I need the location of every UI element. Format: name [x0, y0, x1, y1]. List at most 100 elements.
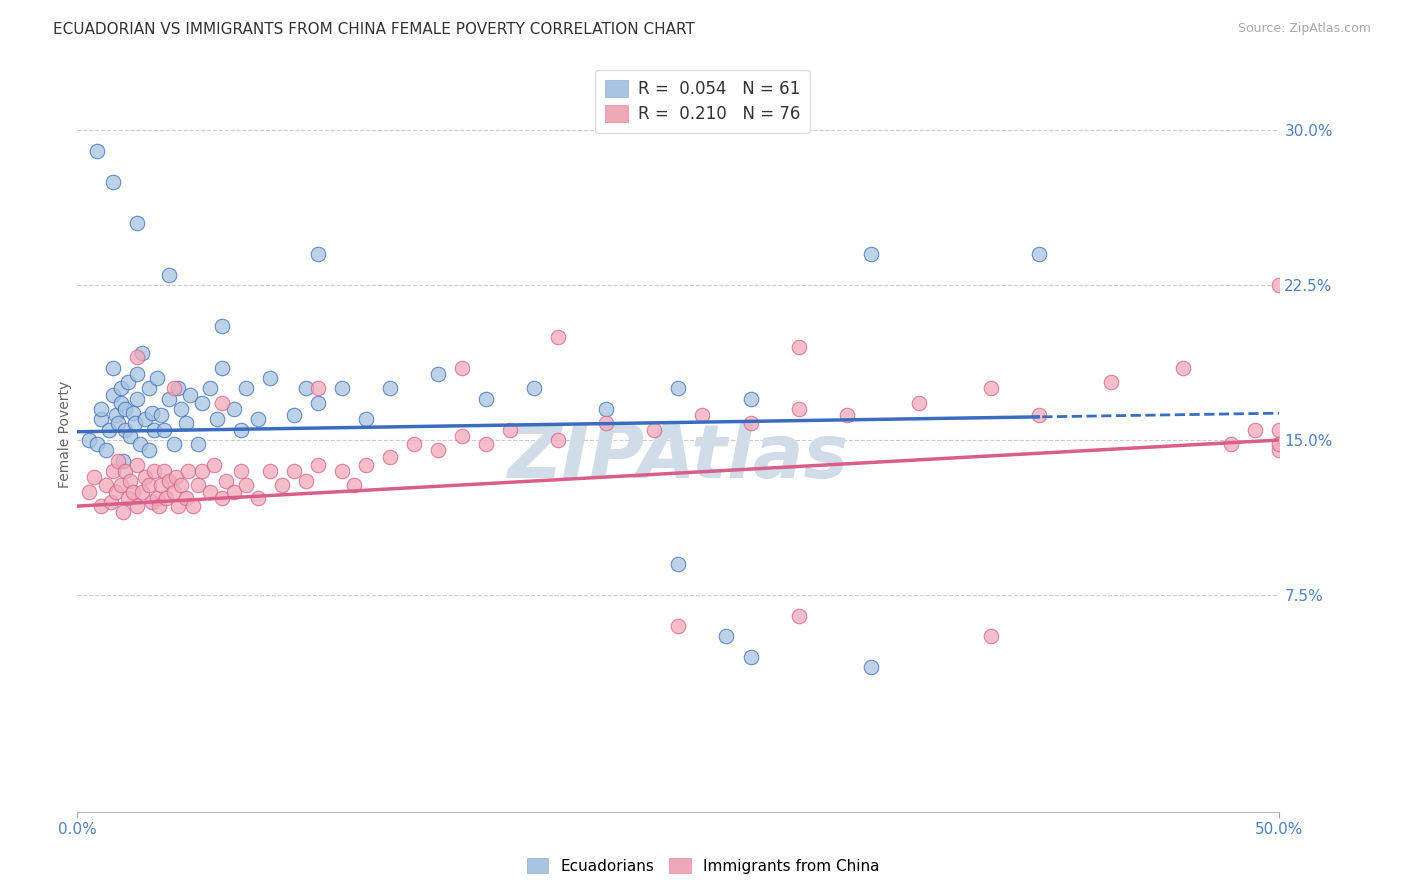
Point — [235, 381, 257, 395]
Point — [229, 464, 252, 478]
Point — [174, 417, 197, 431]
Point — [595, 402, 617, 417]
Point — [162, 437, 184, 451]
Point — [143, 423, 166, 437]
Point — [1028, 409, 1050, 423]
Point — [211, 396, 233, 410]
Point — [787, 608, 810, 623]
Point — [191, 396, 214, 410]
Point — [427, 443, 450, 458]
Point — [270, 478, 292, 492]
Point — [307, 381, 329, 395]
Point — [131, 346, 153, 360]
Point — [595, 417, 617, 431]
Point — [114, 423, 136, 437]
Point — [740, 417, 762, 431]
Point — [859, 247, 882, 261]
Point — [103, 464, 125, 478]
Point — [114, 464, 136, 478]
Point — [908, 396, 931, 410]
Point — [162, 484, 184, 499]
Point — [1268, 437, 1291, 451]
Point — [835, 409, 858, 423]
Point — [127, 392, 149, 406]
Point — [110, 381, 132, 395]
Point — [211, 360, 233, 375]
Point — [157, 475, 180, 489]
Point — [141, 406, 163, 420]
Point — [79, 484, 101, 499]
Point — [117, 491, 139, 505]
Point — [127, 216, 149, 230]
Point — [1028, 247, 1050, 261]
Point — [103, 360, 125, 375]
Point — [283, 464, 305, 478]
Point — [103, 387, 125, 401]
Point — [343, 478, 366, 492]
Point — [330, 381, 353, 395]
Point — [198, 484, 221, 499]
Point — [138, 478, 160, 492]
Point — [198, 381, 221, 395]
Point — [104, 409, 127, 423]
Point — [86, 437, 108, 451]
Point — [127, 499, 149, 513]
Point — [740, 392, 762, 406]
Point — [134, 412, 156, 426]
Point — [145, 371, 167, 385]
Point — [668, 619, 690, 633]
Point — [547, 433, 569, 447]
Point — [97, 423, 120, 437]
Point — [90, 499, 112, 513]
Point — [307, 458, 329, 472]
Point — [740, 649, 762, 664]
Point — [145, 491, 167, 505]
Point — [96, 478, 118, 492]
Point — [131, 484, 153, 499]
Point — [127, 367, 149, 381]
Point — [90, 402, 112, 417]
Text: ZIPAtlas: ZIPAtlas — [508, 421, 849, 494]
Point — [110, 396, 132, 410]
Point — [980, 381, 1002, 395]
Point — [138, 381, 160, 395]
Point — [191, 464, 214, 478]
Point — [211, 319, 233, 334]
Point — [259, 371, 281, 385]
Point — [177, 464, 200, 478]
Point — [980, 629, 1002, 643]
Legend: R =  0.054   N = 61, R =  0.210   N = 76: R = 0.054 N = 61, R = 0.210 N = 76 — [595, 70, 810, 133]
Point — [187, 437, 209, 451]
Point — [668, 557, 690, 571]
Point — [111, 505, 134, 519]
Point — [229, 423, 252, 437]
Point — [138, 443, 160, 458]
Point — [100, 495, 122, 509]
Point — [547, 330, 569, 344]
Point — [127, 458, 149, 472]
Legend: Ecuadorians, Immigrants from China: Ecuadorians, Immigrants from China — [520, 852, 886, 880]
Point — [103, 175, 125, 189]
Point — [222, 484, 245, 499]
Point — [157, 268, 180, 282]
Point — [787, 340, 810, 354]
Point — [523, 381, 546, 395]
Point — [104, 484, 127, 499]
Point — [148, 499, 170, 513]
Point — [79, 433, 101, 447]
Point — [246, 491, 269, 505]
Point — [143, 464, 166, 478]
Point — [246, 412, 269, 426]
Point — [378, 381, 401, 395]
Text: ECUADORIAN VS IMMIGRANTS FROM CHINA FEMALE POVERTY CORRELATION CHART: ECUADORIAN VS IMMIGRANTS FROM CHINA FEMA… — [53, 22, 696, 37]
Point — [127, 351, 149, 365]
Point — [187, 478, 209, 492]
Point — [153, 464, 176, 478]
Point — [235, 478, 257, 492]
Point — [402, 437, 425, 451]
Point — [330, 464, 353, 478]
Point — [294, 381, 316, 395]
Point — [716, 629, 738, 643]
Point — [1244, 423, 1267, 437]
Point — [451, 429, 474, 443]
